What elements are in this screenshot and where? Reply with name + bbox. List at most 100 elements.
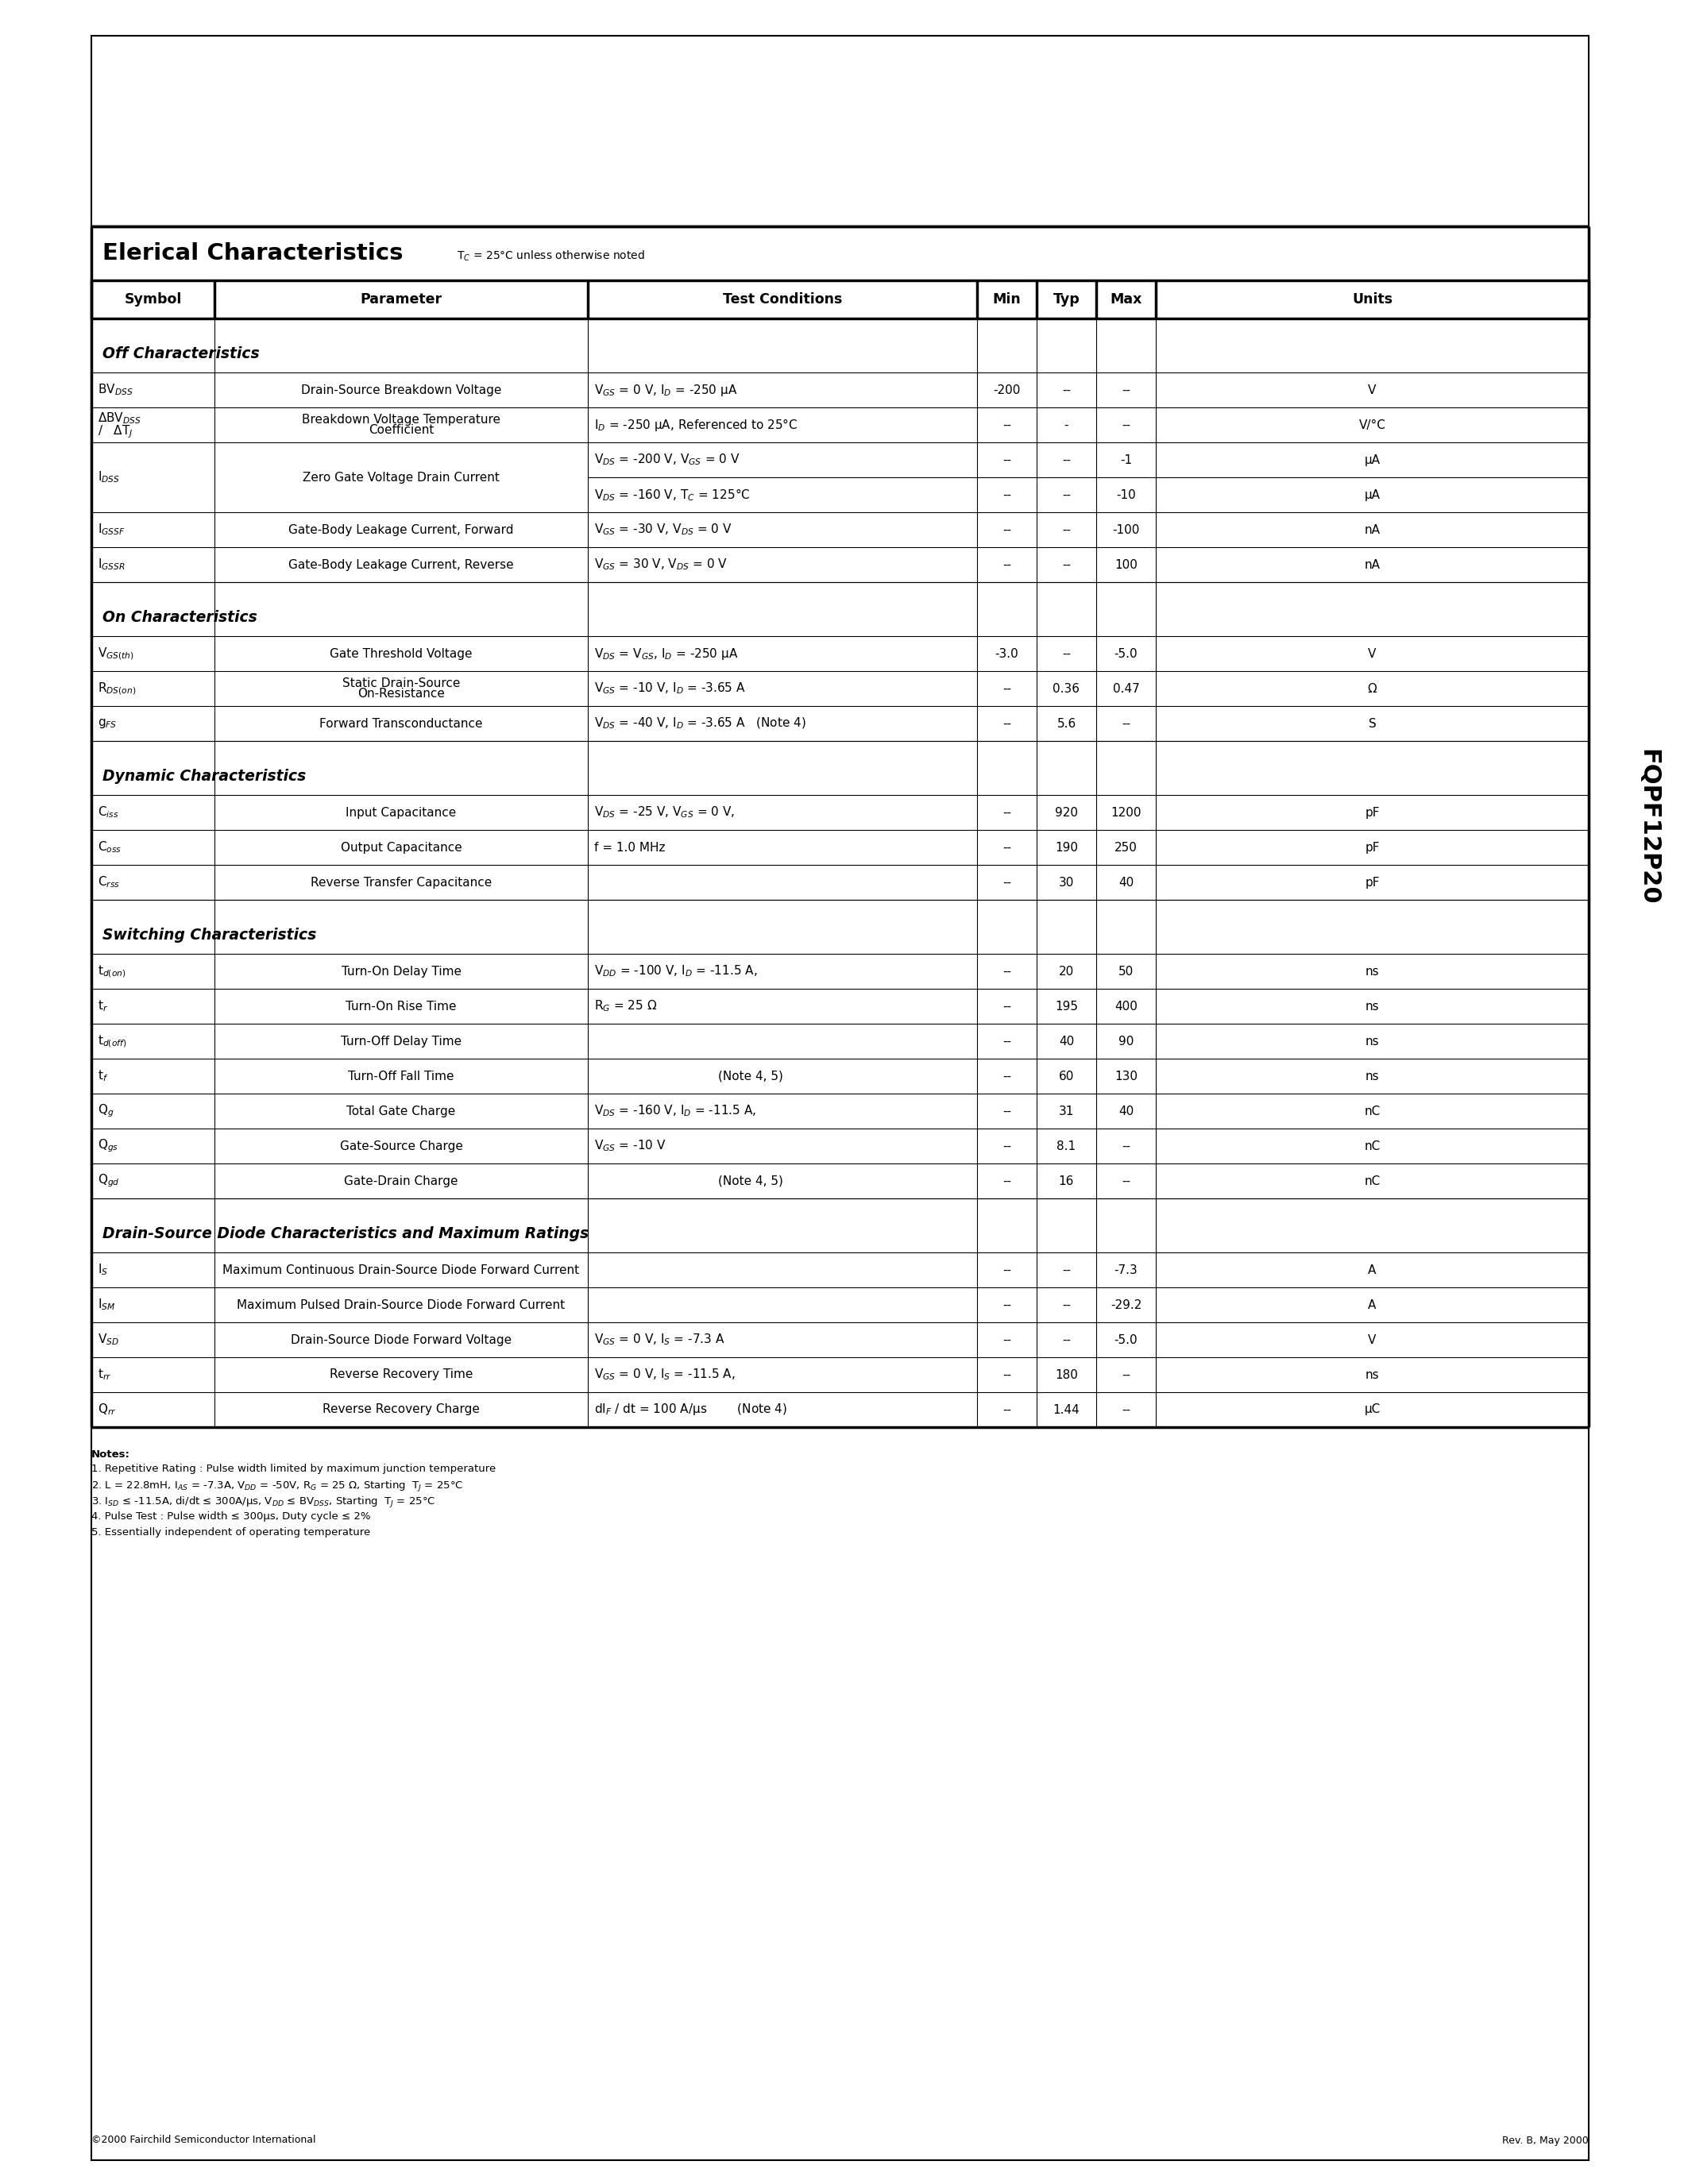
Text: 130: 130 <box>1114 1070 1138 1081</box>
Text: On-Resistance: On-Resistance <box>358 688 446 699</box>
Text: 100: 100 <box>1114 559 1138 570</box>
Text: --: -- <box>1121 1404 1131 1415</box>
Text: --: -- <box>1003 841 1011 854</box>
Text: V$_{GS(th)}$: V$_{GS(th)}$ <box>98 646 135 662</box>
Text: Reverse Recovery Time: Reverse Recovery Time <box>329 1369 473 1380</box>
Text: ns: ns <box>1366 1035 1379 1046</box>
Text: --: -- <box>1062 454 1070 465</box>
Text: V$_{DS}$ = -40 V, I$_D$ = -3.65 A   (Note 4): V$_{DS}$ = -40 V, I$_D$ = -3.65 A (Note … <box>594 716 805 732</box>
Text: -29.2: -29.2 <box>1111 1299 1141 1310</box>
Text: --: -- <box>1003 1334 1011 1345</box>
Text: Gate-Body Leakage Current, Forward: Gate-Body Leakage Current, Forward <box>289 524 513 535</box>
Text: 16: 16 <box>1058 1175 1074 1186</box>
Text: --: -- <box>1121 719 1131 729</box>
Text: I$_D$ = -250 μA, Referenced to 25°C: I$_D$ = -250 μA, Referenced to 25°C <box>594 417 798 432</box>
Text: Off Characteristics: Off Characteristics <box>103 345 260 360</box>
Text: --: -- <box>1062 384 1070 395</box>
Text: Gate-Body Leakage Current, Reverse: Gate-Body Leakage Current, Reverse <box>289 559 513 570</box>
Text: V$_{DS}$ = -160 V, T$_C$ = 125°C: V$_{DS}$ = -160 V, T$_C$ = 125°C <box>594 487 749 502</box>
Text: V$_{DS}$ = -160 V, I$_D$ = -11.5 A,: V$_{DS}$ = -160 V, I$_D$ = -11.5 A, <box>594 1103 756 1118</box>
Text: --: -- <box>1003 1070 1011 1081</box>
Text: Maximum Pulsed Drain-Source Diode Forward Current: Maximum Pulsed Drain-Source Diode Forwar… <box>236 1299 565 1310</box>
Text: V$_{GS}$ = 0 V, I$_S$ = -7.3 A: V$_{GS}$ = 0 V, I$_S$ = -7.3 A <box>594 1332 724 1348</box>
Text: ΔBV$_{DSS}$: ΔBV$_{DSS}$ <box>98 411 142 426</box>
Text: t$_f$: t$_f$ <box>98 1068 108 1083</box>
Text: 1.44: 1.44 <box>1053 1404 1080 1415</box>
Text: C$_{iss}$: C$_{iss}$ <box>98 806 118 819</box>
Text: Elerical Characteristics: Elerical Characteristics <box>103 242 403 264</box>
Text: μA: μA <box>1364 489 1381 500</box>
Text: 40: 40 <box>1119 1105 1134 1116</box>
Text: V$_{GS}$ = 0 V, I$_S$ = -11.5 A,: V$_{GS}$ = 0 V, I$_S$ = -11.5 A, <box>594 1367 736 1382</box>
Text: V$_{GS}$ = -30 V, V$_{DS}$ = 0 V: V$_{GS}$ = -30 V, V$_{DS}$ = 0 V <box>594 522 733 537</box>
Text: 400: 400 <box>1114 1000 1138 1011</box>
Text: --: -- <box>1003 1140 1011 1151</box>
Text: Units: Units <box>1352 293 1393 306</box>
Text: --: -- <box>1062 649 1070 660</box>
Text: --: -- <box>1003 419 1011 430</box>
Text: Max: Max <box>1111 293 1143 306</box>
Text: --: -- <box>1003 806 1011 819</box>
Text: nC: nC <box>1364 1175 1381 1186</box>
Text: Q$_g$: Q$_g$ <box>98 1103 115 1118</box>
Text: --: -- <box>1062 489 1070 500</box>
Text: nC: nC <box>1364 1105 1381 1116</box>
Text: --: -- <box>1003 1404 1011 1415</box>
Text: 0.36: 0.36 <box>1053 684 1080 695</box>
Text: Parameter: Parameter <box>360 293 442 306</box>
Text: V$_{GS}$ = -10 V, I$_D$ = -3.65 A: V$_{GS}$ = -10 V, I$_D$ = -3.65 A <box>594 681 746 697</box>
Text: /   ΔT$_J$: / ΔT$_J$ <box>98 424 133 439</box>
Text: C$_{oss}$: C$_{oss}$ <box>98 841 122 854</box>
Text: S: S <box>1369 719 1376 729</box>
Text: Rev. B, May 2000: Rev. B, May 2000 <box>1502 2136 1588 2145</box>
Text: -10: -10 <box>1116 489 1136 500</box>
Text: V: V <box>1367 1334 1376 1345</box>
Text: Turn-Off Fall Time: Turn-Off Fall Time <box>348 1070 454 1081</box>
Text: I$_{DSS}$: I$_{DSS}$ <box>98 470 120 485</box>
Text: 920: 920 <box>1055 806 1079 819</box>
Text: Symbol: Symbol <box>125 293 182 306</box>
Text: 250: 250 <box>1114 841 1138 854</box>
Text: Breakdown Voltage Temperature: Breakdown Voltage Temperature <box>302 413 500 426</box>
Text: ns: ns <box>1366 1369 1379 1380</box>
Text: μC: μC <box>1364 1404 1381 1415</box>
Text: 1200: 1200 <box>1111 806 1141 819</box>
Text: Input Capacitance: Input Capacitance <box>346 806 456 819</box>
Text: 5.6: 5.6 <box>1057 719 1075 729</box>
Text: Dynamic Characteristics: Dynamic Characteristics <box>103 769 306 784</box>
Text: --: -- <box>1003 489 1011 500</box>
Text: V$_{SD}$: V$_{SD}$ <box>98 1332 120 1348</box>
Text: --: -- <box>1121 1369 1131 1380</box>
Text: 60: 60 <box>1058 1070 1074 1081</box>
Text: pF: pF <box>1366 876 1379 889</box>
Text: R$_G$ = 25 Ω: R$_G$ = 25 Ω <box>594 998 657 1013</box>
Text: Maximum Continuous Drain-Source Diode Forward Current: Maximum Continuous Drain-Source Diode Fo… <box>223 1265 579 1275</box>
Text: --: -- <box>1121 1140 1131 1151</box>
Text: Gate Threshold Voltage: Gate Threshold Voltage <box>329 649 473 660</box>
Text: Gate-Source Charge: Gate-Source Charge <box>339 1140 463 1151</box>
Text: Ω: Ω <box>1367 684 1377 695</box>
Bar <box>91 35 1588 2160</box>
Text: --: -- <box>1003 1299 1011 1310</box>
Text: t$_{d(on)}$: t$_{d(on)}$ <box>98 963 127 978</box>
Text: nC: nC <box>1364 1140 1381 1151</box>
Text: Q$_{gs}$: Q$_{gs}$ <box>98 1138 118 1153</box>
Text: nA: nA <box>1364 559 1381 570</box>
Text: V: V <box>1367 384 1376 395</box>
Text: Turn-Off Delay Time: Turn-Off Delay Time <box>341 1035 461 1046</box>
Text: On Characteristics: On Characteristics <box>103 609 257 625</box>
Text: --: -- <box>1003 1035 1011 1046</box>
Text: -: - <box>1063 419 1069 430</box>
Text: V$_{GS}$ = 30 V, V$_{DS}$ = 0 V: V$_{GS}$ = 30 V, V$_{DS}$ = 0 V <box>594 557 728 572</box>
Text: V: V <box>1367 649 1376 660</box>
Text: ©2000 Fairchild Semiconductor International: ©2000 Fairchild Semiconductor Internatio… <box>91 2136 316 2145</box>
Text: I$_S$: I$_S$ <box>98 1262 108 1278</box>
Text: Static Drain-Source: Static Drain-Source <box>343 677 461 690</box>
Text: nA: nA <box>1364 524 1381 535</box>
Text: V$_{DS}$ = -25 V, V$_{GS}$ = 0 V,: V$_{DS}$ = -25 V, V$_{GS}$ = 0 V, <box>594 806 734 819</box>
Text: -3.0: -3.0 <box>994 649 1018 660</box>
Text: Forward Transconductance: Forward Transconductance <box>319 719 483 729</box>
Text: 40: 40 <box>1058 1035 1074 1046</box>
Text: BV$_{DSS}$: BV$_{DSS}$ <box>98 382 133 397</box>
Text: Typ: Typ <box>1053 293 1080 306</box>
